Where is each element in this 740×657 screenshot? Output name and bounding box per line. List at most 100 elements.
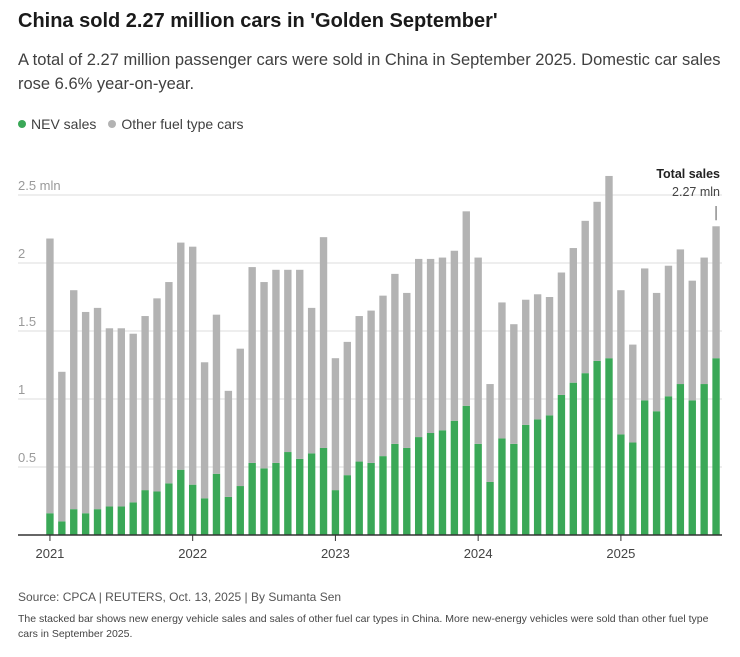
bar-nev [153,491,161,535]
bar-nev [379,456,387,535]
bar-other [450,250,459,421]
bar-nev [545,415,554,535]
legend-label-other: Other fuel type cars [121,116,244,132]
bar-other [498,302,506,439]
bar-nev [640,400,649,535]
bar-nev [617,434,625,535]
bar-nev [177,469,185,535]
bar-other [284,269,292,453]
bar-nev [212,473,221,535]
bar-other [676,249,685,385]
bar-other [81,311,90,514]
bar-nev [510,443,518,535]
bar-nev [70,509,78,535]
bar-nev [355,461,363,535]
bar-other [93,307,102,510]
bar-other [712,226,720,359]
bar-other [248,267,256,463]
bar-nev [248,462,256,535]
bar-nev [284,452,292,535]
bar-other [129,333,137,503]
bar-other [664,265,673,397]
bar-other [224,390,233,497]
legend-swatch-other [108,120,117,128]
bar-other [46,238,54,514]
bar-nev [296,458,304,535]
bar-other [462,211,470,406]
bar-nev [474,443,482,535]
bar-nev [522,424,530,535]
bar-other [629,344,637,443]
bar-nev [200,498,209,535]
bar-other [414,258,423,438]
bar-other [640,268,649,401]
bar-other [343,341,352,476]
bar-other [652,292,661,412]
bar-other [105,328,114,507]
x-tick-label: 2022 [178,546,207,561]
bar-other [581,220,589,374]
bar-nev [319,447,328,535]
bar-other [296,269,304,459]
bar-nev [141,490,149,535]
bar-nev [438,430,447,535]
bar-other [545,297,554,416]
bar-other [212,314,221,474]
source-line: Source: CPCA | REUTERS, Oct. 13, 2025 | … [18,590,342,604]
bar-nev [462,405,470,535]
bar-nev [260,468,268,535]
bar-other [260,282,268,469]
bar-nev [93,509,102,535]
y-tick-label: 0.5 [18,450,36,465]
bar-nev [557,394,566,535]
chart-subtitle: A total of 2.27 million passenger cars w… [18,51,721,93]
bar-other [153,298,161,492]
bar-nev [605,358,613,535]
bar-other [617,290,625,435]
bar-other [331,358,340,491]
bar-nev [486,481,494,535]
bar-nev [700,384,708,535]
bar-nev [367,462,375,535]
bar-other [688,280,696,401]
y-tick-label: 1.5 [18,314,36,329]
bar-other [379,295,387,457]
bar-nev [498,438,506,535]
legend-label-nev: NEV sales [31,116,97,132]
legend-swatch-nev [18,120,26,128]
bar-nev [117,506,126,535]
bar-nev [414,437,423,535]
bar-nev [688,400,696,535]
bar-other [510,324,518,444]
bar-other [605,175,613,359]
x-tick-label: 2023 [321,546,350,561]
stacked-bar-chart: 0.5 1 1.5 2 2.5 mln 2021 2022 2023 2024 2025 Total… [18,167,722,561]
bar-nev [652,411,661,535]
legend-item-nev: NEV sales [18,116,96,132]
bar-other [522,299,530,425]
bar-other [307,307,316,454]
bar-nev [450,420,459,535]
bar-nev [391,443,399,535]
bar-other [177,242,185,470]
bar-nev [343,475,352,535]
bar-other [117,328,126,507]
bar-other [569,248,578,383]
bar-other [557,272,566,395]
bar-nev [569,382,578,535]
annotation-value: 2.27 mln [672,185,720,199]
bar-other [165,282,173,484]
bar-other [438,257,447,431]
bar-nev [58,521,66,535]
bar-nev [533,419,542,535]
bar-other [474,257,482,444]
chart-title: China sold 2.27 million cars in 'Golden … [18,10,498,32]
bar-nev [272,462,280,535]
bar-other [188,246,197,485]
bar-other [700,257,708,385]
y-tick-label: 2.5 mln [18,178,61,193]
bar-other [486,384,494,482]
bar-other [236,348,244,487]
bar-nev [236,486,244,535]
bar-other [58,371,66,522]
